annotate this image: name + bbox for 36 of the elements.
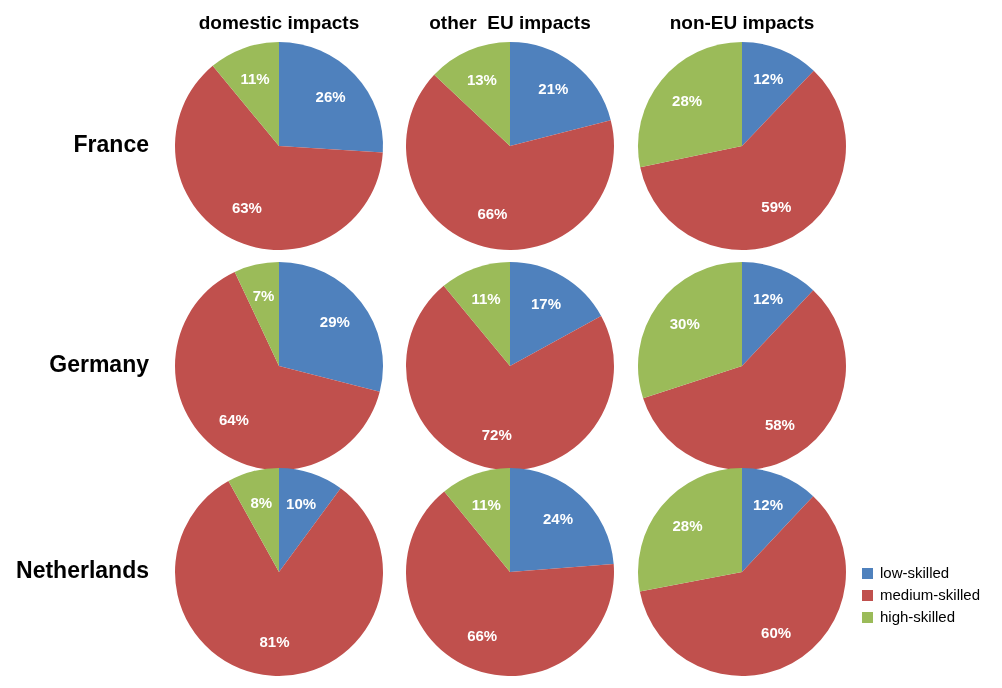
- data-label: 21%: [538, 80, 569, 98]
- data-label: 8%: [250, 493, 273, 511]
- data-label: 63%: [231, 199, 262, 217]
- data-label: 81%: [259, 632, 290, 650]
- chart-title: non-EU impacts: [668, 12, 816, 34]
- text: Netherlands: [16, 557, 149, 584]
- data-label: 26%: [315, 87, 346, 105]
- data-label: 72%: [481, 425, 512, 443]
- chart-title: domestic impacts: [197, 12, 361, 34]
- data-label: 64%: [218, 410, 249, 428]
- data-label: 66%: [477, 204, 508, 222]
- data-label: 28%: [672, 517, 703, 535]
- data-label: 11%: [240, 69, 270, 87]
- data-label: 12%: [753, 70, 784, 88]
- data-label: 12%: [753, 290, 784, 308]
- data-label: 28%: [672, 91, 703, 109]
- legend-label: low-skilled: [880, 564, 950, 581]
- data-label: 29%: [319, 312, 350, 330]
- legend-label: high-skilled: [880, 608, 956, 625]
- text: Germany: [49, 351, 149, 378]
- data-label: 7%: [252, 287, 275, 305]
- data-label: 30%: [669, 314, 700, 332]
- data-label: 17%: [530, 295, 562, 313]
- data-label: 11%: [471, 495, 501, 513]
- legend-label: medium-skilled: [880, 586, 981, 603]
- data-label: 66%: [467, 627, 498, 645]
- data-label: 13%: [466, 71, 497, 89]
- data-label: 58%: [764, 415, 795, 433]
- text: France: [73, 131, 149, 158]
- data-label: 10%: [286, 494, 317, 512]
- data-label: 60%: [761, 624, 792, 642]
- data-label: 11%: [471, 289, 501, 307]
- data-label: 12%: [753, 496, 784, 514]
- data-label: 24%: [543, 510, 574, 528]
- chart-title: other EU impacts: [428, 12, 592, 34]
- data-label: 59%: [761, 197, 792, 215]
